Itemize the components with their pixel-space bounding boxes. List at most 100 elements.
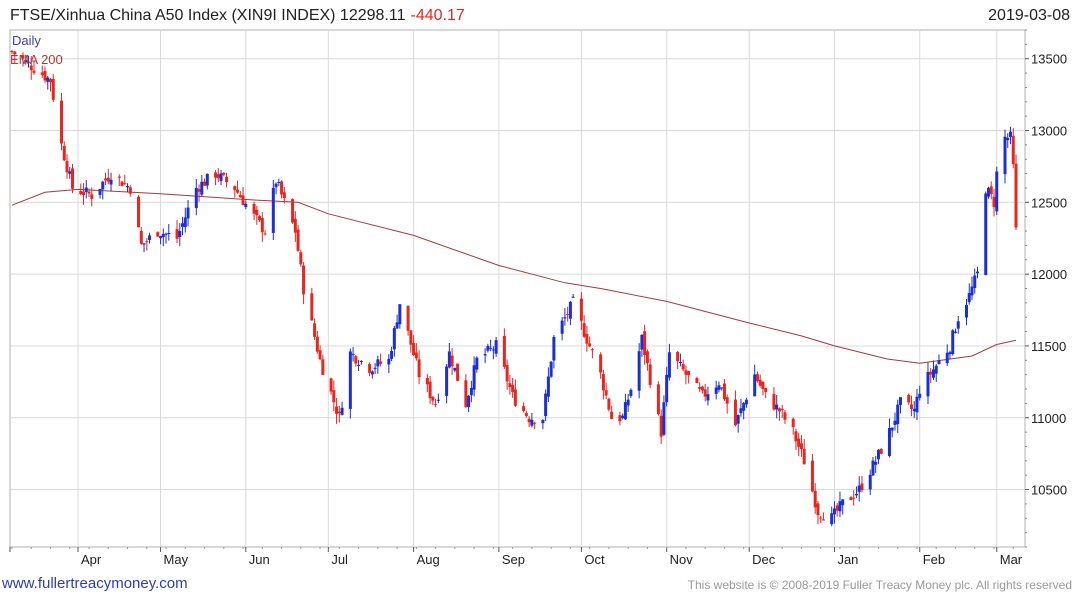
candle-up (467, 395, 471, 408)
site-link[interactable]: www.fullertreacymoney.com (2, 575, 188, 592)
candle-down (293, 218, 297, 233)
candle-down (703, 389, 707, 397)
candle-down (879, 448, 883, 454)
candle-up (640, 334, 644, 350)
candle-up (164, 233, 168, 235)
legend-ema-200: EMA 200 (10, 52, 63, 67)
candle-up (445, 366, 449, 396)
candle-up (720, 387, 724, 389)
candle-up (874, 461, 878, 465)
candle-down (428, 381, 432, 399)
legend-daily: Daily (12, 33, 41, 48)
xtick-label: Sep (502, 552, 525, 567)
candle-down (417, 359, 421, 378)
y-axis: 10500 11000 11500 12000 12500 13000 13500 (1025, 29, 1067, 548)
candle-down (104, 178, 108, 181)
candle-up (626, 399, 630, 406)
candle-down (291, 199, 295, 223)
candle-down (117, 176, 121, 178)
candle-up (494, 340, 498, 354)
candle-up (945, 352, 949, 364)
candle-up (549, 361, 553, 377)
ytick-label: 10500 (1031, 483, 1067, 498)
candle-up (1008, 131, 1012, 137)
candle-up (898, 397, 902, 405)
candle-down (813, 490, 817, 508)
candle-up (736, 415, 740, 424)
xtick-label: Mar (1000, 552, 1023, 567)
candle-down (414, 352, 418, 359)
candle-up (200, 181, 204, 195)
candle-down (450, 355, 454, 367)
candle-up (953, 331, 957, 333)
candle-up (931, 369, 935, 378)
candle-up (893, 420, 897, 425)
candle-down (513, 389, 517, 406)
candle-up (271, 187, 275, 233)
candle-down (425, 377, 429, 385)
candle-down (585, 333, 589, 344)
candle-up (560, 320, 564, 334)
candle-up (161, 233, 165, 238)
candle-up (546, 376, 550, 397)
candle-up (84, 187, 88, 192)
candle-up (486, 346, 490, 351)
candle-up (98, 188, 102, 195)
candle-down (645, 351, 649, 364)
candle-down (1011, 135, 1015, 165)
candle-down (335, 406, 339, 414)
candle-up (491, 349, 495, 351)
candle-up (489, 347, 493, 349)
candle-down (761, 381, 765, 389)
candle-up (678, 361, 682, 363)
candle-up (183, 217, 187, 227)
candle-down (755, 374, 759, 382)
candle-up (159, 236, 163, 239)
candle-up (742, 403, 746, 411)
candle-up (937, 360, 941, 364)
candle-down (145, 241, 149, 243)
candle-down (354, 356, 358, 364)
candle-down (434, 404, 438, 406)
candle-down (156, 232, 160, 237)
candle-up (706, 394, 710, 401)
price-change: -440.17 (410, 7, 464, 24)
candle-down (648, 364, 652, 385)
candle-up (830, 513, 834, 525)
candle-up (934, 365, 938, 374)
candle-down (82, 191, 86, 196)
candle-up (541, 419, 545, 424)
candle-down (607, 398, 611, 410)
ytick-label: 11500 (1031, 339, 1066, 354)
candle-down (722, 383, 726, 400)
candle-up (714, 387, 718, 394)
candle-down (929, 371, 933, 375)
candle-down (590, 349, 594, 351)
candle-down (337, 411, 341, 414)
candle-down (695, 378, 699, 383)
candle-down (258, 216, 262, 220)
candle-down (1014, 163, 1018, 228)
candle-down (406, 305, 410, 331)
candle-up (274, 183, 278, 188)
candle-up (984, 193, 988, 275)
candle-up (351, 353, 355, 355)
ytick-label: 13000 (1031, 124, 1067, 139)
candle-down (241, 195, 245, 206)
candle-up (896, 404, 900, 425)
candle-down (502, 335, 506, 367)
candle-up (373, 367, 377, 369)
candle-up (544, 393, 548, 417)
candle-down (368, 364, 372, 373)
candle-down (725, 397, 729, 404)
candle-down (43, 70, 47, 81)
candle-down (511, 384, 515, 392)
candle-down (588, 343, 592, 347)
xtick-label: Oct (584, 552, 605, 567)
plot-background (9, 29, 1026, 548)
candle-down (51, 78, 55, 100)
ytick-label: 11000 (1031, 411, 1066, 426)
candle-up (995, 171, 999, 212)
candle-up (244, 203, 248, 208)
xtick-label: May (164, 552, 189, 567)
